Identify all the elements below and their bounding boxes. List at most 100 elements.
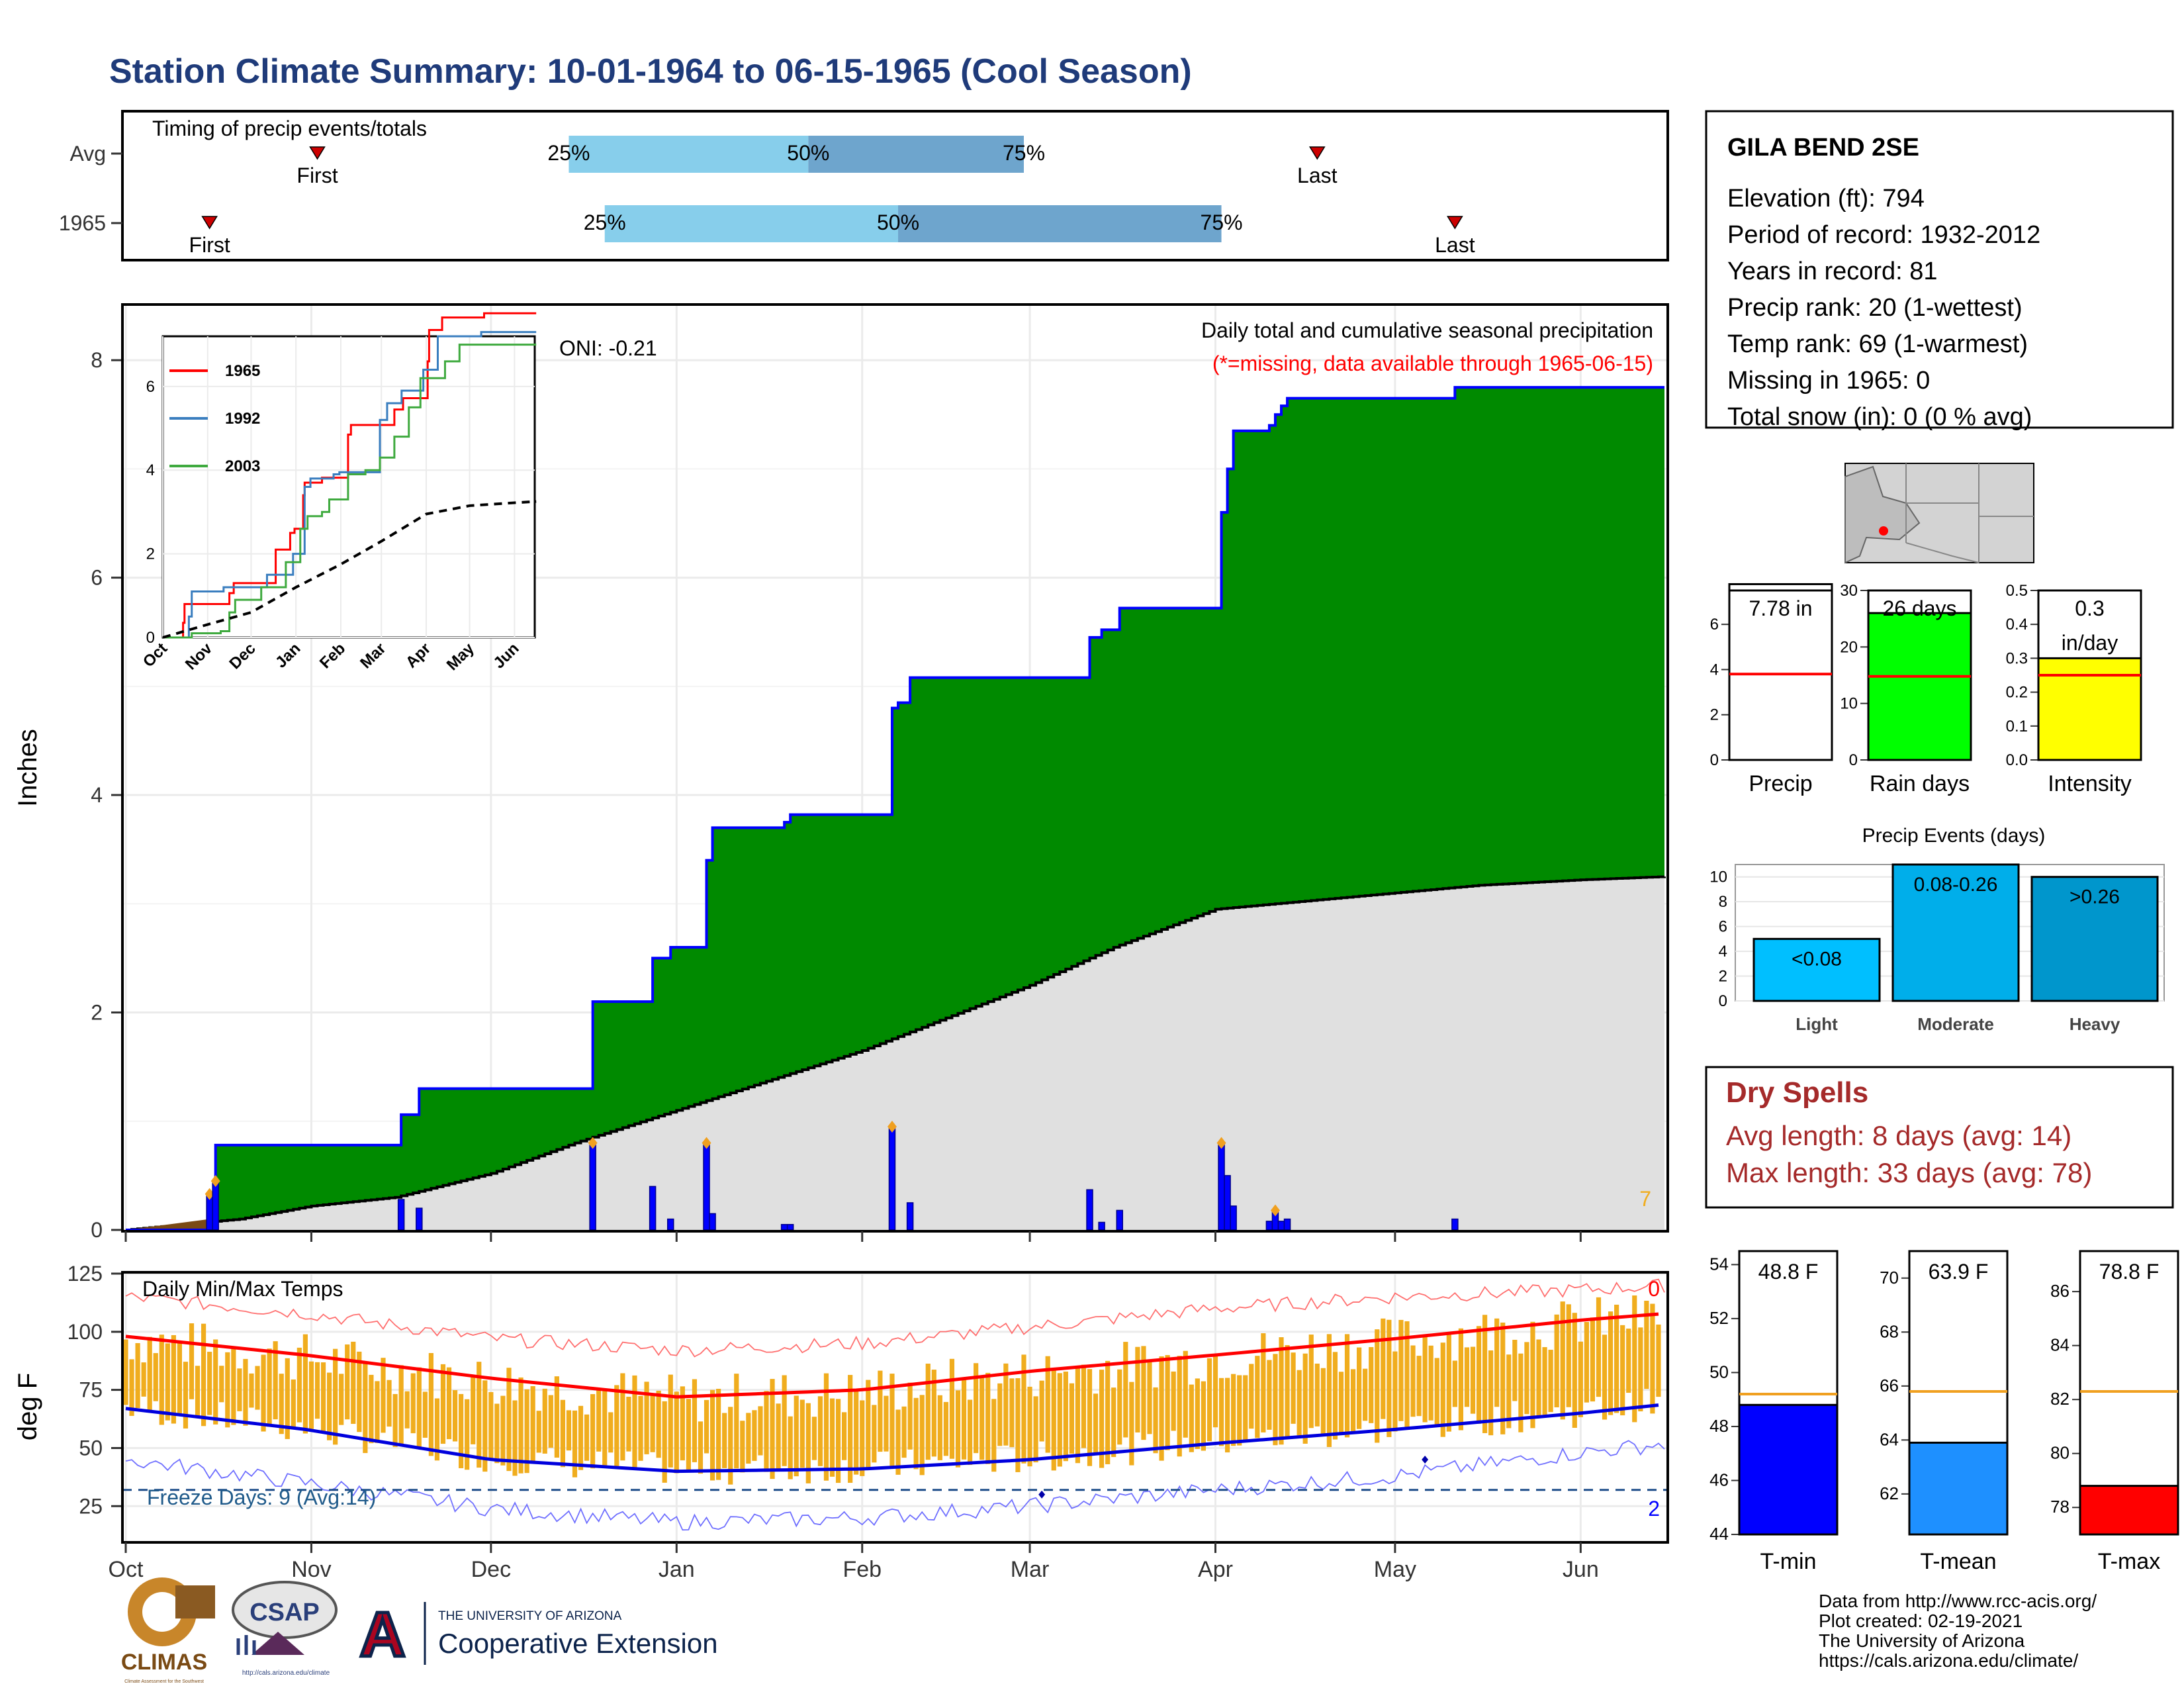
daily-temp-bar [123,1339,128,1405]
temp-bar-ytick-label: 44 [1709,1524,1729,1544]
daily-precip-bar [709,1213,716,1231]
daily-temp-bar [1512,1339,1518,1401]
daily-temp-bar [416,1367,422,1448]
daily-temp-bar [901,1406,907,1458]
daily-temp-bar [967,1399,973,1466]
daily-temp-bar [542,1388,547,1454]
daily-temp-bar [1470,1346,1476,1414]
daily-temp-bar [285,1358,290,1439]
daily-temp-bar [1434,1358,1439,1426]
mini-ytick-label: 0.0 [2006,751,2028,769]
daily-temp-bar [1183,1350,1188,1438]
daily-temp-bar [345,1344,350,1420]
daily-temp-bar [925,1363,931,1460]
footer-line: https://cals.arizona.edu/climate/ [1819,1650,2078,1671]
temp-bar-ytick-label: 80 [2050,1443,2070,1463]
daily-temp-bar [680,1386,685,1461]
daily-temp-bar [560,1399,566,1468]
daily-temp-bar [320,1362,326,1433]
daily-temp-bar [1554,1314,1559,1407]
temps-title: Daily Min/Max Temps [142,1277,343,1301]
heavy-event-marker [205,1188,214,1200]
daily-temp-bar [985,1372,991,1464]
daily-temp-bar [410,1373,416,1434]
precip-events-chart: Precip Events (days) 0 2 4 6 8 10 <0.08 Light 0.… [1709,825,2165,1034]
daily-temp-bar [889,1374,895,1469]
temp-bar-frame [1908,1250,2009,1536]
daily-temp-bar [1237,1375,1242,1446]
timing-pct-label: 25% [584,211,626,234]
daily-temp-bar [1212,1356,1218,1428]
daily-temp-bar [530,1385,535,1464]
daily-temp-bar [1458,1328,1464,1430]
daily-temp-bar [1476,1326,1482,1424]
daily-temp-bar [1009,1378,1015,1448]
daily-temp-bar [746,1413,751,1464]
daily-temp-bar [1285,1345,1290,1438]
ua-small: THE UNIVERSITY OF ARIZONA [438,1609,622,1623]
daily-precip-bar [1283,1218,1291,1231]
daily-precip-bar [1230,1205,1237,1231]
temp-bar-ytick-label: 54 [1709,1254,1729,1274]
cumulative-precip-line [126,386,1664,1231]
daily-precip-bar [780,1224,788,1231]
daily-temp-bar [1015,1378,1021,1472]
daily-temp-bar [1326,1334,1332,1447]
daily-temp-bar [129,1359,134,1416]
daily-temp-bar [608,1412,614,1453]
daily-temp-bar [854,1391,859,1475]
daily-temp-bar [1560,1301,1565,1420]
daily-temp-bar [387,1380,392,1427]
daily-temp-bar [392,1393,398,1447]
daily-temp-bar [829,1398,835,1477]
daily-temp-bar [1231,1374,1236,1446]
daily-temp-bar [1464,1347,1470,1407]
footer-line: Plot created: 02-19-2021 [1819,1611,2023,1631]
daily-temp-bar [506,1368,512,1472]
daily-temp-bar [177,1341,183,1414]
mini-bar [1867,612,1972,761]
daily-temp-bar [1297,1370,1302,1436]
daily-temp-bar [1153,1387,1158,1454]
daily-temp-bar [644,1382,649,1454]
daily-temp-bar [1500,1322,1506,1434]
footer-line: The University of Arizona [1819,1630,2025,1651]
daily-precip-bar [1265,1221,1273,1231]
daily-temp-bar [488,1391,494,1459]
daily-temp-bar [1530,1321,1535,1429]
daily-temp-bar [434,1398,440,1461]
daily-temp-bar [1135,1346,1140,1432]
temp-bar [2079,1485,2179,1536]
inset-legend-label: 1992 [225,410,260,428]
heavy-event-marker [1270,1204,1280,1217]
daily-temp-bar [709,1389,715,1481]
daily-temp-bar [302,1334,308,1434]
daily-temp-bar [1332,1352,1338,1440]
daily-temp-bar [477,1362,482,1468]
daily-temp-bar [267,1348,272,1427]
daily-temp-bar [1302,1353,1308,1444]
daily-temp-bar [740,1421,745,1473]
mini-ytick-label: 0.3 [2006,649,2028,667]
events-ytick-label: 2 [1719,968,1727,986]
timing-pct-label: 75% [1201,211,1243,234]
mini-value-label: 7.78 in [1749,596,1812,620]
daily-temp-bar [991,1399,997,1472]
daily-temp-bar [326,1372,332,1440]
daily-temp-bar [662,1401,667,1483]
daily-temp-bar [225,1352,230,1428]
record-low-marker [1422,1456,1429,1464]
daily-temp-bar [243,1358,248,1426]
daily-temp-bar [1602,1335,1608,1420]
timing-marker-label: Last [1435,233,1475,257]
daily-temp-bar [1404,1321,1410,1430]
precip-ytick-label: 0 [91,1218,103,1242]
daily-temp-bar [1572,1313,1577,1428]
daily-temp-bar [722,1413,727,1468]
daily-temp-bar [1506,1354,1512,1429]
dry-spells-max: Max length: 33 days (avg: 78) [1726,1157,2092,1188]
month-tick-label: May [1374,1557,1416,1582]
daily-temp-bar [291,1379,296,1430]
events-ytick-label: 0 [1719,992,1727,1010]
